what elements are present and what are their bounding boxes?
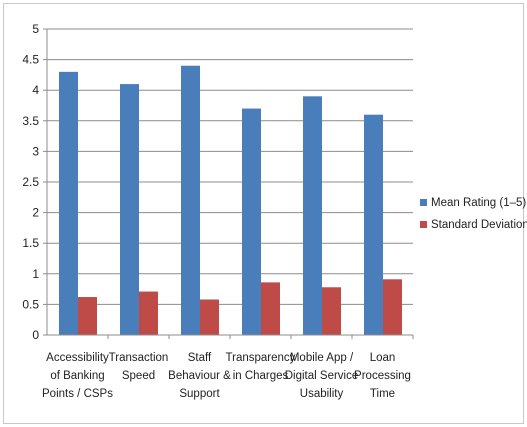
bars: [59, 65, 402, 336]
y-tick-label: 2.5: [22, 175, 39, 189]
x-tick-label: Loan: [370, 352, 396, 364]
bar-standard-deviation: [261, 282, 280, 335]
x-tick-label: Mobile App /: [290, 352, 354, 364]
bar-standard-deviation: [78, 297, 97, 335]
x-tick-label: Processing: [354, 370, 411, 382]
y-tick-label: 3: [32, 144, 39, 158]
x-tick-label: Staff: [188, 352, 212, 364]
x-tick-label: Behaviour &: [168, 370, 231, 382]
y-tick-label: 0.5: [22, 297, 39, 311]
y-tick-label: 5: [32, 22, 39, 36]
y-tick-label: 4.5: [22, 53, 39, 67]
x-tick-label: Speed: [122, 370, 155, 382]
x-axis-labels: Accessibility of Banking Points / CSPs Tran…: [42, 352, 411, 400]
y-tick-label: 0: [32, 328, 39, 342]
x-tick-label: in Charges: [233, 370, 289, 382]
legend-label: Standard Deviation: [431, 219, 527, 231]
bar-standard-deviation: [383, 279, 402, 335]
y-axis-ticks: 0 0.5 1 1.5 2 2.5 3 3.5 4 4.5 5: [22, 22, 47, 342]
y-tick-label: 2: [32, 206, 39, 220]
x-tick-label: Points / CSPs: [42, 388, 113, 400]
y-tick-label: 1.5: [22, 236, 39, 250]
x-tick-label: of Banking: [50, 370, 104, 382]
bar-mean-rating: [181, 65, 200, 335]
bar-mean-rating: [364, 114, 383, 336]
bar-mean-rating: [59, 71, 78, 335]
x-tick-label: Time: [370, 388, 395, 400]
legend-swatch: [420, 221, 427, 228]
bar-standard-deviation: [139, 291, 158, 335]
x-tick-label: Transaction: [109, 352, 169, 364]
bar-standard-deviation: [322, 287, 341, 335]
y-tick-label: 1: [32, 267, 39, 281]
legend: Mean Rating (1–5) Standard Deviation: [420, 197, 527, 231]
gridlines: [47, 28, 413, 305]
bar-mean-rating: [120, 84, 139, 335]
legend-swatch: [420, 199, 427, 206]
bar-mean-rating: [303, 96, 322, 335]
y-tick-label: 3.5: [22, 114, 39, 128]
y-tick-label: 4: [32, 83, 39, 97]
legend-label: Mean Rating (1–5): [431, 197, 526, 209]
x-tick-label: Accessibility: [46, 352, 109, 364]
x-tick-label: Support: [179, 388, 220, 400]
x-tick-label: Digital Service: [285, 370, 359, 382]
bar-mean-rating: [242, 108, 261, 335]
x-tick-label: Transparency: [226, 352, 296, 364]
x-tick-label: Usability: [300, 388, 344, 400]
axes: [46, 29, 414, 339]
chart-frame: [3, 3, 524, 424]
bar-standard-deviation: [200, 299, 219, 335]
